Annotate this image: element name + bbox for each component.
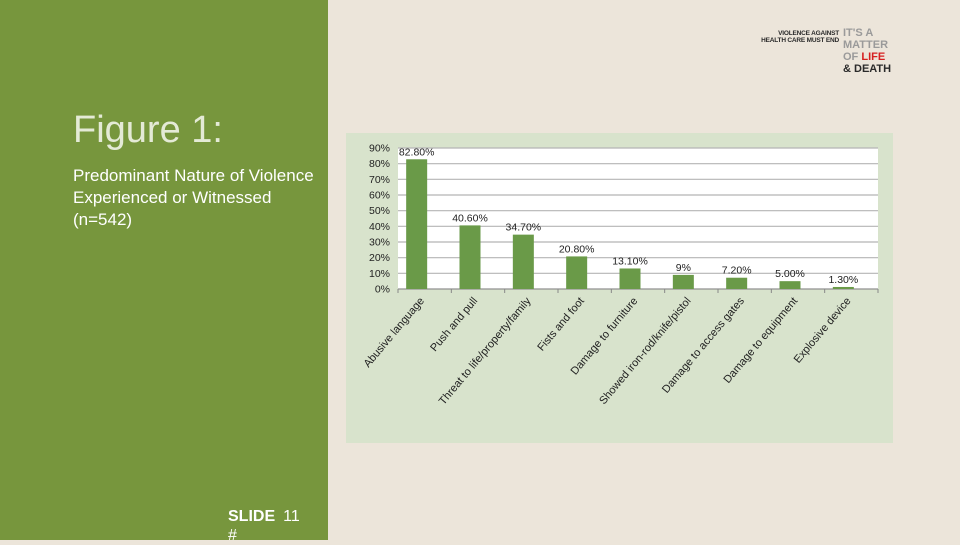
y-tick-label: 70%: [369, 174, 390, 186]
data-label: 5.00%: [775, 268, 805, 280]
y-tick-label: 10%: [369, 268, 390, 280]
x-tick-label: Explosive device: [792, 295, 854, 365]
logo-tag-line4: & DEATH: [843, 62, 892, 75]
campaign-logo: VIOLENCE AGAINST HEALTH CARE MUST END IT…: [760, 27, 900, 80]
logo-tag-line2: MATTER: [843, 38, 889, 51]
logo-caption-line2: HEALTH CARE MUST END: [761, 37, 839, 45]
x-tick-label: Threat to life/property/family: [437, 295, 534, 408]
bar: [672, 274, 694, 289]
logo-tag-of: OF: [843, 50, 859, 63]
data-label: 34.70%: [506, 222, 542, 234]
bar: [406, 159, 428, 289]
bar: [459, 225, 481, 289]
data-label: 13.10%: [612, 255, 648, 267]
data-label: 82.80%: [399, 146, 435, 158]
left-panel: Figure 1: Predominant Nature of Violence…: [0, 0, 328, 544]
y-tick-label: 60%: [369, 190, 390, 202]
y-tick-label: 20%: [369, 252, 390, 264]
logo-tag-line1: IT'S A: [843, 27, 874, 39]
data-label: 7.20%: [722, 265, 752, 277]
x-tick-label: Fists and foot: [535, 295, 587, 353]
logo-caption: VIOLENCE AGAINST HEALTH CARE MUST END: [760, 30, 839, 44]
bar: [779, 281, 801, 289]
bar: [512, 234, 534, 289]
logo-tagline: IT'S A MATTER OF LIFE & DEATH: [843, 27, 892, 76]
slide-number: SLIDE 11 #: [228, 507, 300, 545]
figure-title: Figure 1:: [73, 109, 223, 151]
bar-chart: 0% 10% 20% 30% 40% 50% 60% 70% 80% 90% 82.80% Abusi…: [362, 143, 879, 408]
slide-number-value: 11: [283, 508, 300, 525]
figure-subtitle: Predominant Nature of Violence Experienc…: [73, 166, 314, 230]
x-tick-label: Push and pull: [428, 295, 480, 354]
data-label: 40.60%: [452, 212, 488, 224]
y-tick-label: 80%: [369, 158, 390, 170]
y-tick-label: 40%: [369, 221, 390, 233]
bar: [726, 277, 748, 289]
logo-tag-line3: OF LIFE: [843, 50, 891, 64]
y-tick-label: 0%: [375, 284, 390, 296]
data-label: 20.80%: [559, 243, 595, 255]
x-tick-label: Abusive language: [362, 295, 427, 370]
bar: [566, 256, 588, 289]
x-tick-label: Showed iron-rod/knife/pistol: [597, 295, 693, 407]
chart-container: 0% 10% 20% 30% 40% 50% 60% 70% 80% 90% 82.80% Abusi…: [346, 133, 893, 443]
data-label: 1.30%: [828, 274, 858, 286]
y-tick-label: 30%: [369, 237, 390, 249]
bar: [619, 268, 641, 289]
slide-label: SLIDE: [228, 508, 276, 525]
bar: [832, 286, 854, 289]
logo-tag-life: LIFE: [861, 50, 886, 63]
y-tick-label: 50%: [369, 205, 390, 217]
y-tick-label: 90%: [369, 143, 390, 155]
slide-number-hash: #: [228, 527, 237, 545]
data-label: 9%: [676, 262, 691, 274]
logo-caption-line1: VIOLENCE AGAINST: [778, 30, 839, 37]
